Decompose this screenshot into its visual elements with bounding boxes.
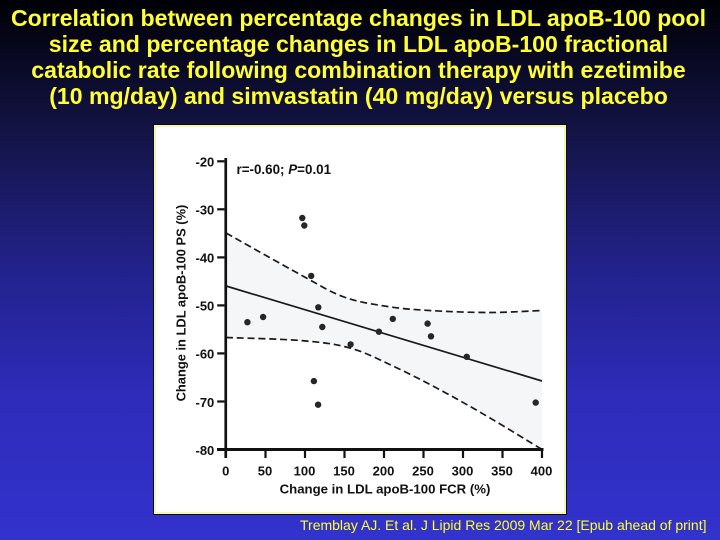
svg-text:-70: -70 [196,395,215,410]
svg-text:-40: -40 [196,251,215,266]
svg-text:400: 400 [531,464,553,479]
svg-text:350: 350 [491,464,513,479]
svg-text:-50: -50 [196,299,215,314]
svg-text:100: 100 [294,464,316,479]
svg-text:300: 300 [452,464,474,479]
svg-text:0: 0 [222,464,229,479]
svg-text:-80: -80 [196,443,215,458]
svg-text:50: 50 [258,464,272,479]
svg-text:Change in LDL apoB-100 PS (%): Change in LDL apoB-100 PS (%) [174,205,189,402]
svg-text:-20: -20 [196,155,215,170]
svg-text:Change in LDL apoB-100 FCR (%): Change in LDL apoB-100 FCR (%) [280,482,491,497]
svg-text:-60: -60 [196,347,215,362]
svg-text:-30: -30 [196,203,215,218]
svg-text:250: 250 [412,464,434,479]
svg-text:200: 200 [373,464,395,479]
svg-text:150: 150 [333,464,355,479]
svg-text:r=-0.60; P=0.01: r=-0.60; P=0.01 [237,162,332,177]
